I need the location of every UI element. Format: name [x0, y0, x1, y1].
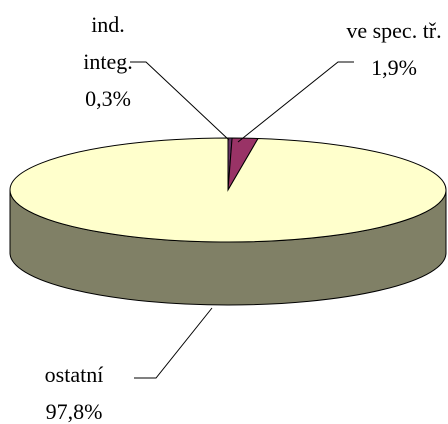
- category-label: ostatní: [44, 362, 104, 387]
- leader-line: [134, 307, 213, 379]
- label-ind: ind. integ. 0,3%: [68, 6, 148, 117]
- category-label: ve spec. tř.: [346, 18, 442, 43]
- pie-slice: [9, 137, 447, 243]
- value-label: 97,8%: [45, 399, 103, 424]
- pie: [9, 137, 447, 306]
- label-spec: ve spec. tř. 1,9%: [346, 12, 442, 86]
- leader-line: [237, 61, 354, 143]
- value-label: 1,9%: [371, 55, 417, 80]
- category-label: ind. integ.: [83, 12, 133, 74]
- value-label: 0,3%: [85, 86, 131, 111]
- leader-lines: [130, 61, 354, 379]
- leader-line: [130, 61, 230, 141]
- label-ostatni: ostatní 97,8%: [18, 356, 130, 424]
